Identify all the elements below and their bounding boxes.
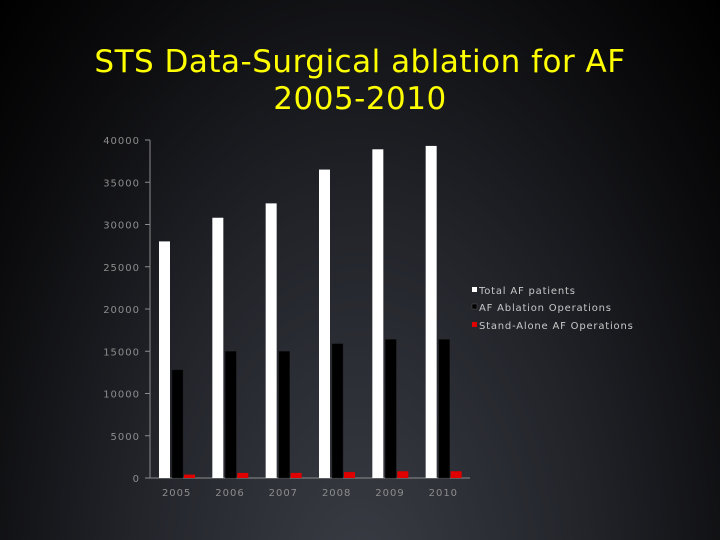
bar-af-ablation-operations-2006 (225, 351, 237, 479)
bar-total-af-patients-2009 (372, 149, 384, 479)
bar-total-af-patients-2005 (159, 241, 170, 478)
legend-swatch (472, 322, 477, 327)
y-tick-label: 0 (133, 474, 140, 485)
bar-total-af-patients-2008 (319, 169, 330, 478)
slide-title-line-1: STS Data-Surgical ablation for AF (94, 44, 626, 80)
bar-af-ablation-operations-2008 (331, 343, 344, 479)
x-tick-label: 2007 (269, 488, 298, 499)
x-tick-label: 2005 (162, 488, 191, 499)
slide-title-line-2: 2005-2010 (273, 81, 447, 117)
bar-stand-alone-af-operations-2010 (450, 471, 462, 478)
legend-label: AF Ablation Operations (479, 303, 612, 314)
bar-stand-alone-af-operations-2007 (290, 472, 302, 478)
bar-total-af-patients-2006 (212, 217, 224, 479)
bar-stand-alone-af-operations-2008 (344, 472, 355, 478)
bar-stand-alone-af-operations-2006 (237, 472, 249, 478)
y-tick-label: 5000 (111, 432, 140, 443)
legend-label: Total AF patients (478, 286, 576, 297)
bar-af-ablation-operations-2010 (438, 339, 450, 479)
y-tick-label: 20000 (103, 305, 140, 316)
y-tick-label: 30000 (103, 221, 140, 232)
x-tick-label: 2009 (375, 488, 404, 499)
bar-af-ablation-operations-2007 (278, 351, 290, 479)
bar-stand-alone-af-operations-2009 (397, 471, 409, 478)
bar-total-af-patients-2007 (265, 203, 277, 478)
x-tick-label: 2010 (429, 488, 458, 499)
y-tick-label: 40000 (103, 136, 140, 147)
y-tick-label: 10000 (103, 390, 140, 401)
legend-swatch (472, 287, 477, 292)
y-tick-label: 35000 (103, 178, 140, 189)
y-tick-label: 25000 (103, 263, 140, 274)
legend-label: Stand-Alone AF Operations (479, 321, 634, 332)
bar-total-af-patients-2010 (425, 145, 437, 479)
x-tick-label: 2006 (215, 488, 244, 499)
slide-title: STS Data-Surgical ablation for AF 2005-2… (40, 44, 680, 118)
bar-af-ablation-operations-2009 (385, 339, 397, 479)
x-tick-label: 2008 (322, 488, 351, 499)
bar-af-ablation-operations-2005 (171, 369, 184, 479)
legend-swatch (471, 303, 478, 310)
y-tick-label: 15000 (103, 347, 140, 358)
bar-stand-alone-af-operations-2005 (184, 474, 195, 478)
